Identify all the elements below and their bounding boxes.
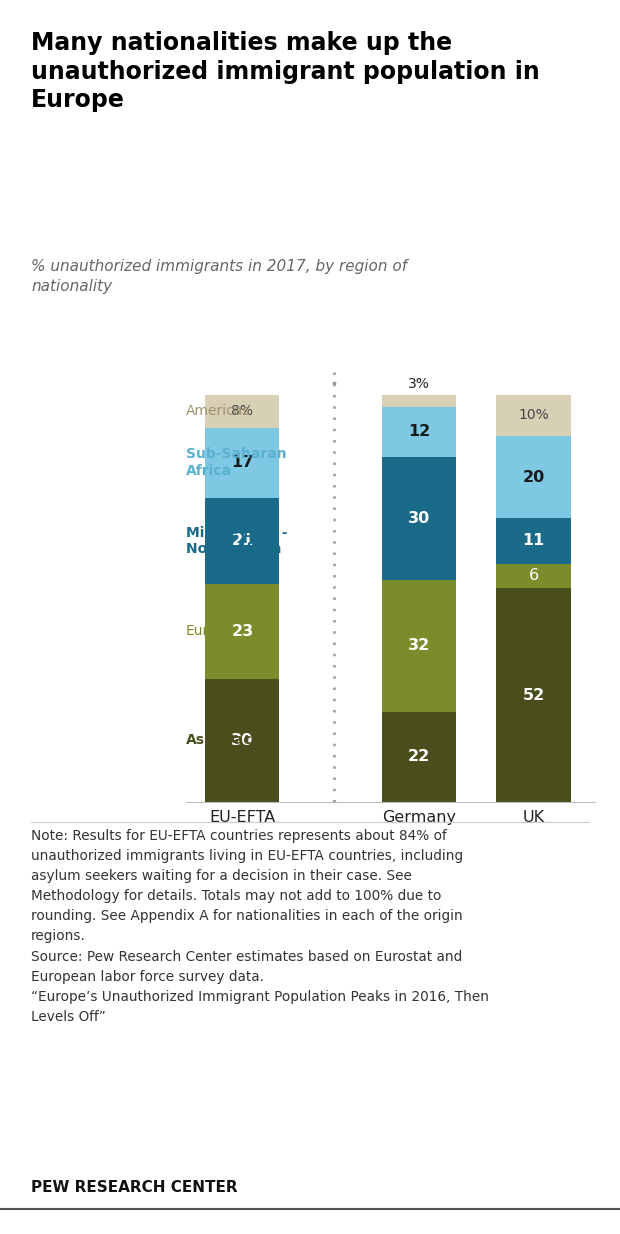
Text: Sub-Saharan
Africa: Sub-Saharan Africa: [186, 448, 286, 478]
Text: 11: 11: [522, 533, 544, 548]
Text: 30: 30: [231, 733, 254, 748]
Text: Note: Results for EU-EFTA countries represents about 84% of
unauthorized immigra: Note: Results for EU-EFTA countries repr…: [31, 829, 489, 1024]
Bar: [497, 589, 570, 802]
Text: Many nationalities make up the
unauthorized immigrant population in
Europe: Many nationalities make up the unauthori…: [31, 31, 540, 112]
Bar: [497, 564, 570, 589]
Text: 3%: 3%: [408, 376, 430, 391]
Text: 12: 12: [408, 424, 430, 439]
Bar: [382, 407, 456, 457]
Bar: [205, 497, 280, 584]
Bar: [382, 712, 456, 802]
Text: 30: 30: [408, 511, 430, 526]
Text: 17: 17: [231, 455, 254, 470]
Text: 23: 23: [231, 624, 254, 639]
Text: % unauthorized immigrants in 2017, by region of
nationality: % unauthorized immigrants in 2017, by re…: [31, 259, 407, 294]
Text: Europe: Europe: [186, 624, 235, 638]
Text: Middle East -
North Africa: Middle East - North Africa: [186, 526, 288, 557]
Bar: [205, 395, 280, 428]
Text: Americas: Americas: [186, 405, 250, 418]
Text: 10%: 10%: [518, 408, 549, 422]
Text: 6: 6: [528, 569, 539, 584]
Bar: [382, 457, 456, 580]
Text: PEW RESEARCH CENTER: PEW RESEARCH CENTER: [31, 1180, 237, 1195]
Text: 21: 21: [231, 533, 254, 548]
Bar: [497, 436, 570, 518]
Bar: [205, 428, 280, 497]
Text: Asia-Pacific: Asia-Pacific: [186, 733, 276, 748]
Bar: [382, 580, 456, 712]
Text: 8%: 8%: [231, 405, 254, 418]
Text: 22: 22: [408, 749, 430, 764]
Bar: [497, 395, 570, 436]
Text: 52: 52: [522, 687, 544, 702]
Bar: [382, 395, 456, 407]
Bar: [205, 679, 280, 802]
Bar: [497, 518, 570, 564]
Text: 32: 32: [408, 638, 430, 653]
Text: 20: 20: [522, 470, 544, 485]
Bar: [205, 584, 280, 679]
